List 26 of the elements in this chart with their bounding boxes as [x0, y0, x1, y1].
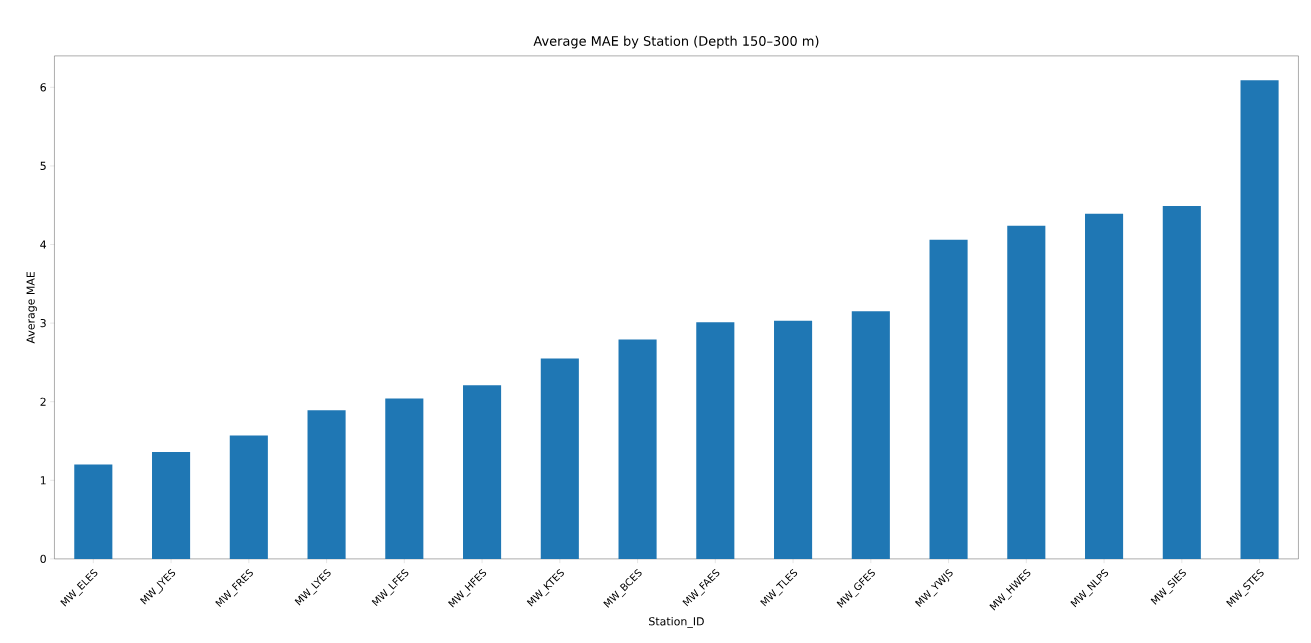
bar — [152, 452, 191, 559]
bar — [774, 320, 813, 559]
bar — [307, 410, 346, 559]
bar — [1085, 213, 1124, 559]
x-axis-title: Station_ID — [649, 616, 704, 628]
y-tick-label: 2 — [40, 397, 46, 406]
bar — [696, 322, 735, 559]
bar — [385, 398, 424, 559]
bar — [929, 239, 968, 559]
y-tick-label: 3 — [40, 318, 46, 328]
bar — [618, 339, 657, 559]
bar — [229, 435, 268, 559]
bar — [851, 311, 890, 559]
bar — [1162, 206, 1201, 559]
y-tick-label: 5 — [40, 161, 46, 170]
chart-title: Average MAE by Station (Depth 150–300 m) — [533, 35, 819, 49]
bar — [1007, 225, 1046, 559]
bar — [540, 358, 579, 559]
y-tick-label: 0 — [40, 554, 46, 564]
y-tick-label: 1 — [40, 476, 46, 485]
bar — [74, 464, 113, 559]
bar — [463, 385, 502, 559]
y-tick-label: 6 — [40, 83, 46, 92]
y-axis-title: Average MAE — [26, 271, 37, 344]
bar — [1240, 80, 1279, 559]
y-tick-label: 4 — [40, 240, 47, 249]
